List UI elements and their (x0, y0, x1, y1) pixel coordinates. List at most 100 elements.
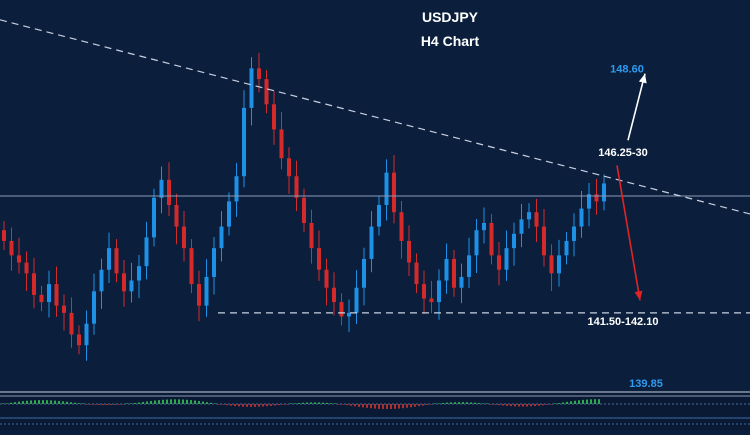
up-arrow-line (627, 73, 646, 141)
oscillator-bar (418, 404, 420, 407)
down-arrow (616, 165, 643, 301)
oscillator-panel (0, 391, 750, 430)
oscillator-bar (210, 402, 212, 404)
oscillator-bar (178, 399, 180, 404)
oscillator-bar (562, 402, 564, 404)
oscillator-bar (554, 403, 556, 404)
oscillator-bar (14, 402, 16, 404)
oscillator-bar (118, 404, 120, 405)
oscillator-bar (286, 404, 288, 405)
oscillator-bar (302, 402, 304, 404)
oscillator-bar (518, 404, 520, 407)
oscillator-bar (198, 401, 200, 404)
oscillator-bar (258, 404, 260, 407)
oscillator-bar (50, 400, 52, 404)
oscillator-bar (590, 399, 592, 404)
oscillator-bar (150, 400, 152, 404)
bear-candle (414, 262, 419, 285)
bear-candle (594, 194, 599, 202)
bull-candle (377, 204, 381, 227)
oscillator-bar (146, 401, 148, 404)
oscillator-bar (342, 404, 344, 405)
bear-candle (497, 255, 501, 270)
oscillator-bar (454, 402, 456, 404)
oscillator-bar (382, 404, 384, 409)
oscillator-bar (26, 400, 28, 404)
bull-candle (144, 237, 149, 267)
oscillator-bar (82, 403, 84, 404)
oscillator-bar (490, 404, 492, 405)
oscillator-bar (6, 403, 8, 404)
descending-trendline (0, 19, 750, 215)
oscillator-bar (318, 402, 320, 404)
bull-candle (84, 323, 89, 346)
oscillator-bar (90, 404, 92, 405)
bull-candle (482, 222, 486, 231)
oscillator-bar (386, 404, 388, 409)
bear-candle (272, 104, 276, 130)
oscillator-bar (374, 404, 376, 409)
oscillator-bar (226, 404, 228, 406)
support-level-label: 141.50-142.10 (588, 316, 659, 328)
oscillator-bar (122, 404, 124, 405)
oscillator-bar (18, 401, 20, 404)
oscillator-bar (22, 401, 24, 404)
oscillator-bar (2, 403, 4, 404)
bear-candle (39, 294, 44, 303)
oscillator-bar (594, 399, 596, 404)
oscillator-bar (158, 400, 160, 404)
bear-candle (62, 305, 66, 313)
bull-candle (467, 255, 471, 277)
bull-candle (212, 248, 216, 277)
oscillator-bar (130, 403, 132, 404)
bear-candle (122, 273, 126, 292)
oscillator-bar (162, 399, 164, 404)
oscillator-bar (62, 401, 64, 404)
oscillator-bar (354, 404, 356, 407)
oscillator-bar (314, 402, 316, 404)
oscillator-bar (510, 404, 512, 407)
bull-candle (107, 248, 111, 270)
oscillator-bar (542, 404, 544, 406)
bear-candle (114, 248, 119, 274)
oscillator-bar (326, 402, 328, 404)
target-level-label: 148.60 (610, 63, 644, 75)
oscillator-bar (426, 404, 428, 405)
oscillator-bar (250, 404, 252, 407)
bull-candle (234, 176, 239, 202)
oscillator-bar (498, 404, 500, 406)
bull-candle (474, 230, 479, 256)
oscillator-bar (442, 402, 444, 404)
oscillator-bar (202, 401, 204, 404)
oscillator-bar (474, 402, 476, 404)
oscillator-bar (110, 404, 112, 406)
oscillator-bar (398, 404, 400, 409)
oscillator-bar (506, 404, 508, 406)
oscillator-bar (470, 402, 472, 404)
oscillator-bar (526, 404, 528, 407)
bear-candle (197, 284, 201, 306)
lower-level-label: 139.85 (629, 378, 663, 390)
bull-candle (557, 255, 561, 274)
oscillator-bar (282, 404, 284, 405)
oscillator-bar (414, 404, 416, 407)
oscillator-bar (174, 399, 176, 404)
oscillator-bar (406, 404, 408, 408)
oscillator-bar (582, 399, 584, 404)
oscillator-bar (182, 399, 184, 404)
bear-candle (32, 273, 36, 295)
oscillator-bar (266, 404, 268, 407)
bull-candle (92, 291, 96, 324)
oscillator-bar (54, 400, 56, 404)
oscillator-bar (438, 403, 440, 404)
oscillator-bar (98, 404, 100, 405)
bear-candle (182, 226, 186, 249)
oscillator-bar (522, 404, 524, 407)
oscillator-bar (34, 400, 36, 404)
bull-candle (602, 183, 606, 202)
oscillator-bar (534, 404, 536, 407)
bear-candle (9, 240, 14, 256)
bull-candle (579, 208, 584, 227)
